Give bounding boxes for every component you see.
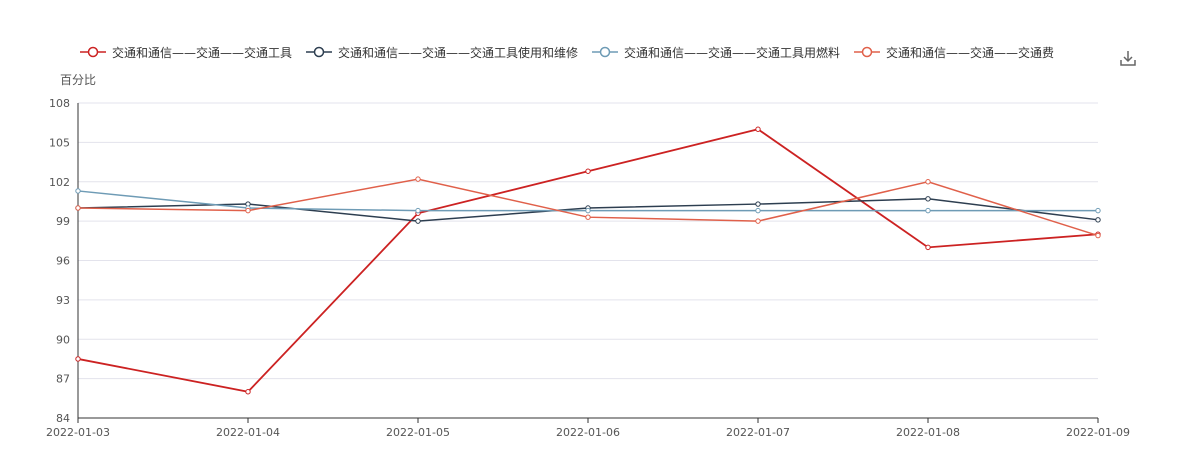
y-tick-label: 96 — [56, 255, 70, 268]
y-axis-label: 百分比 — [60, 73, 97, 87]
legend-marker-icon — [854, 45, 881, 59]
y-tick-label: 99 — [56, 215, 70, 228]
data-point — [245, 207, 251, 214]
data-point — [75, 188, 81, 194]
data-point — [925, 196, 931, 202]
legend-marker-icon — [592, 45, 619, 59]
x-tick-label: 2022-01-03 — [46, 426, 110, 439]
y-tick-label: 93 — [56, 294, 70, 307]
data-point — [415, 218, 421, 224]
legend-label: 交通和通信——交通——交通工具用燃料 — [624, 45, 841, 60]
data-point — [75, 356, 81, 362]
y-tick-label: 90 — [56, 333, 70, 346]
x-tick-label: 2022-01-06 — [556, 426, 620, 439]
data-point — [1095, 232, 1101, 239]
y-tick-label: 108 — [49, 97, 70, 110]
data-point — [1095, 207, 1101, 214]
data-point — [245, 389, 251, 395]
x-tick-label: 2022-01-05 — [386, 426, 450, 439]
data-point — [415, 207, 421, 214]
legend-label: 交通和通信——交通——交通工具使用和维修 — [338, 45, 579, 60]
data-point — [585, 214, 591, 220]
data-point — [585, 207, 591, 214]
data-point — [415, 176, 421, 182]
legend-entry[interactable]: 交通和通信——交通——交通工具 — [80, 44, 292, 61]
legend-entry[interactable]: 交通和通信——交通——交通费 — [854, 44, 1054, 61]
data-point — [755, 218, 761, 224]
data-point — [75, 205, 81, 211]
x-tick-label: 2022-01-07 — [726, 426, 790, 439]
data-point — [755, 201, 761, 207]
data-point — [925, 179, 931, 185]
legend-marker-icon — [306, 45, 333, 59]
x-tick-label: 2022-01-04 — [216, 426, 280, 439]
x-tick-label: 2022-01-09 — [1066, 426, 1130, 439]
legend-entry[interactable]: 交通和通信——交通——交通工具用燃料 — [592, 44, 840, 61]
y-tick-label: 102 — [49, 176, 70, 189]
y-tick-label: 84 — [56, 412, 70, 425]
data-point — [925, 244, 931, 251]
legend: 交通和通信——交通——交通工具 交通和通信——交通——交通工具使用和维修 交通和通信… — [80, 41, 1054, 63]
data-point — [585, 168, 591, 174]
legend-marker-icon — [80, 45, 106, 59]
download-icon[interactable] — [1118, 48, 1138, 68]
y-tick-label: 87 — [56, 373, 70, 386]
y-tick-label: 105 — [49, 136, 70, 149]
data-point — [755, 126, 761, 132]
legend-label: 交通和通信——交通——交通费 — [886, 45, 1055, 60]
legend-label: 交通和通信——交通——交通工具 — [112, 45, 293, 60]
legend-entry[interactable]: 交通和通信——交通——交通工具使用和维修 — [306, 44, 578, 61]
data-point — [925, 207, 931, 214]
data-point — [755, 207, 761, 214]
data-point — [1095, 217, 1101, 223]
x-tick-label: 2022-01-08 — [896, 426, 960, 439]
